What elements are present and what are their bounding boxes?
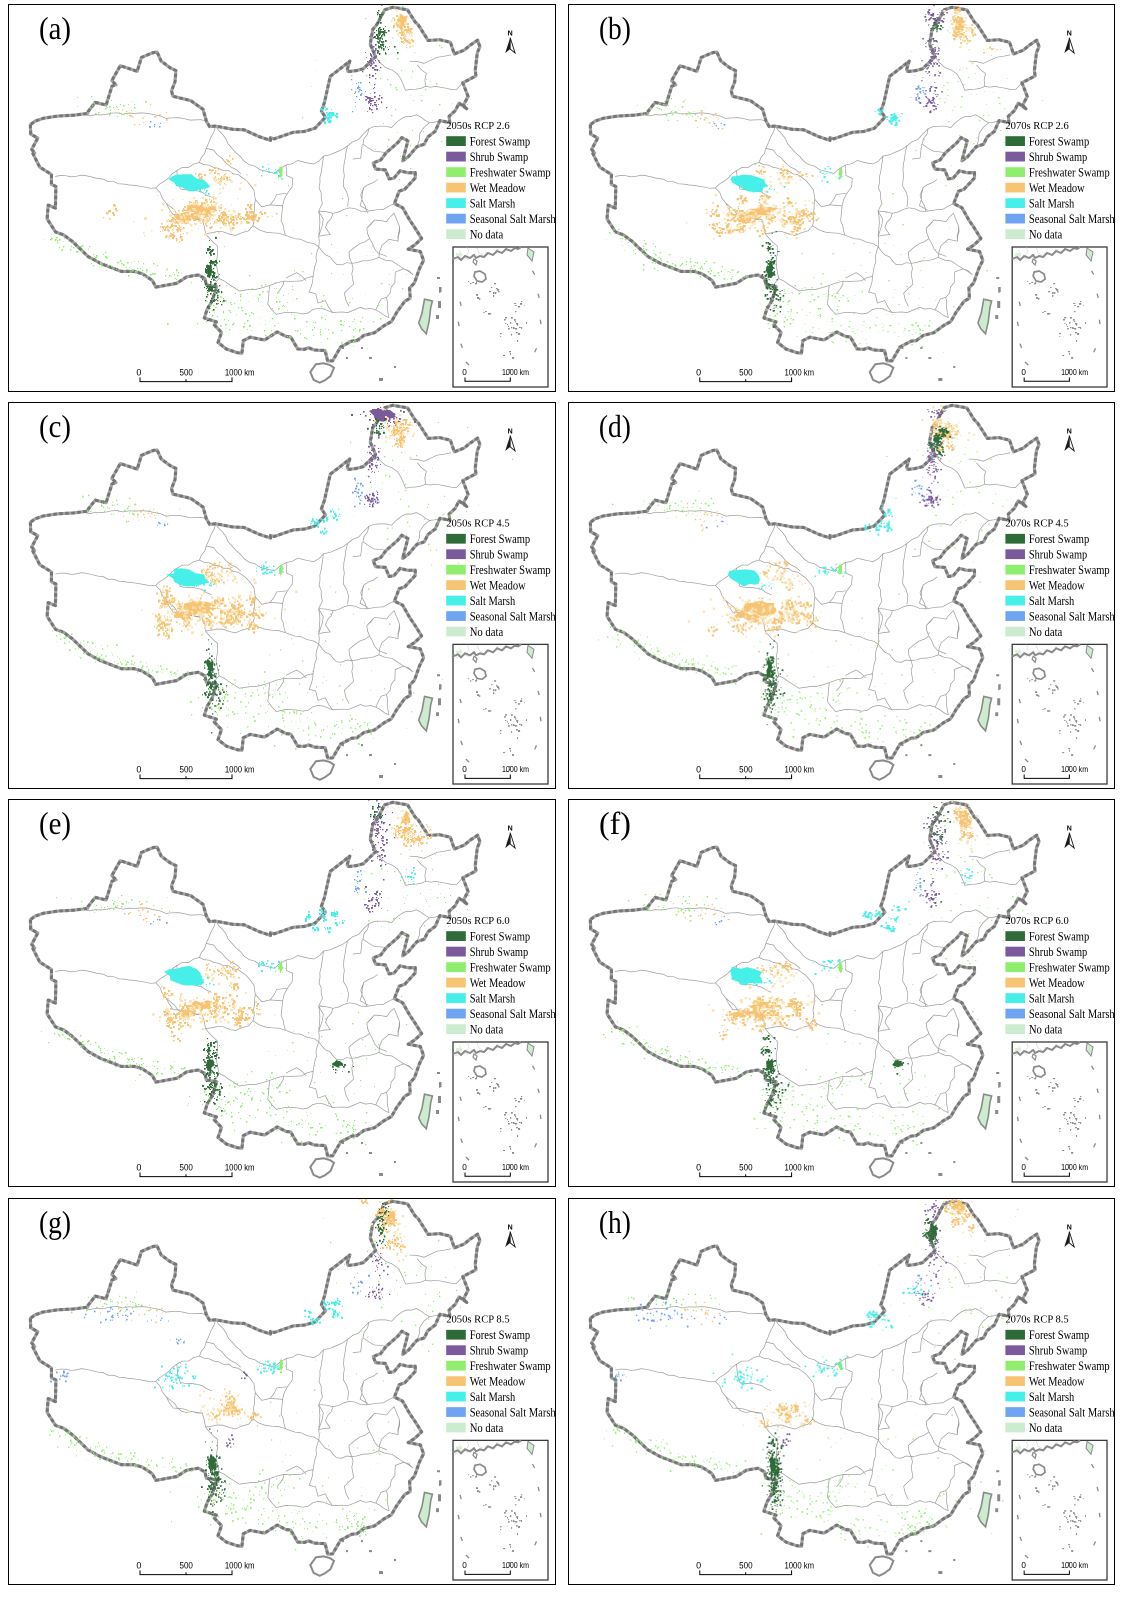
svg-text:(c): (c) [39, 409, 71, 444]
svg-text:2070s RCP 6.0: 2070s RCP 6.0 [1005, 916, 1068, 927]
svg-text:2050s RCP 6.0: 2050s RCP 6.0 [446, 916, 509, 927]
svg-text:(g): (g) [39, 1205, 71, 1240]
svg-text:(a): (a) [39, 11, 71, 46]
svg-text:(e): (e) [39, 806, 71, 841]
svg-text:2050s RCP 2.6: 2050s RCP 2.6 [446, 121, 509, 132]
svg-text:(b): (b) [599, 11, 631, 46]
svg-text:2050s RCP 8.5: 2050s RCP 8.5 [446, 1314, 509, 1325]
svg-text:2050s RCP 4.5: 2050s RCP 4.5 [446, 518, 509, 529]
svg-text:2070s RCP 8.5: 2070s RCP 8.5 [1005, 1314, 1068, 1325]
svg-text:2070s RCP 4.5: 2070s RCP 4.5 [1005, 518, 1068, 529]
svg-text:(f): (f) [599, 806, 631, 841]
svg-text:(h): (h) [599, 1205, 631, 1240]
svg-text:(d): (d) [599, 409, 631, 444]
svg-text:2070s RCP 2.6: 2070s RCP 2.6 [1005, 121, 1068, 132]
